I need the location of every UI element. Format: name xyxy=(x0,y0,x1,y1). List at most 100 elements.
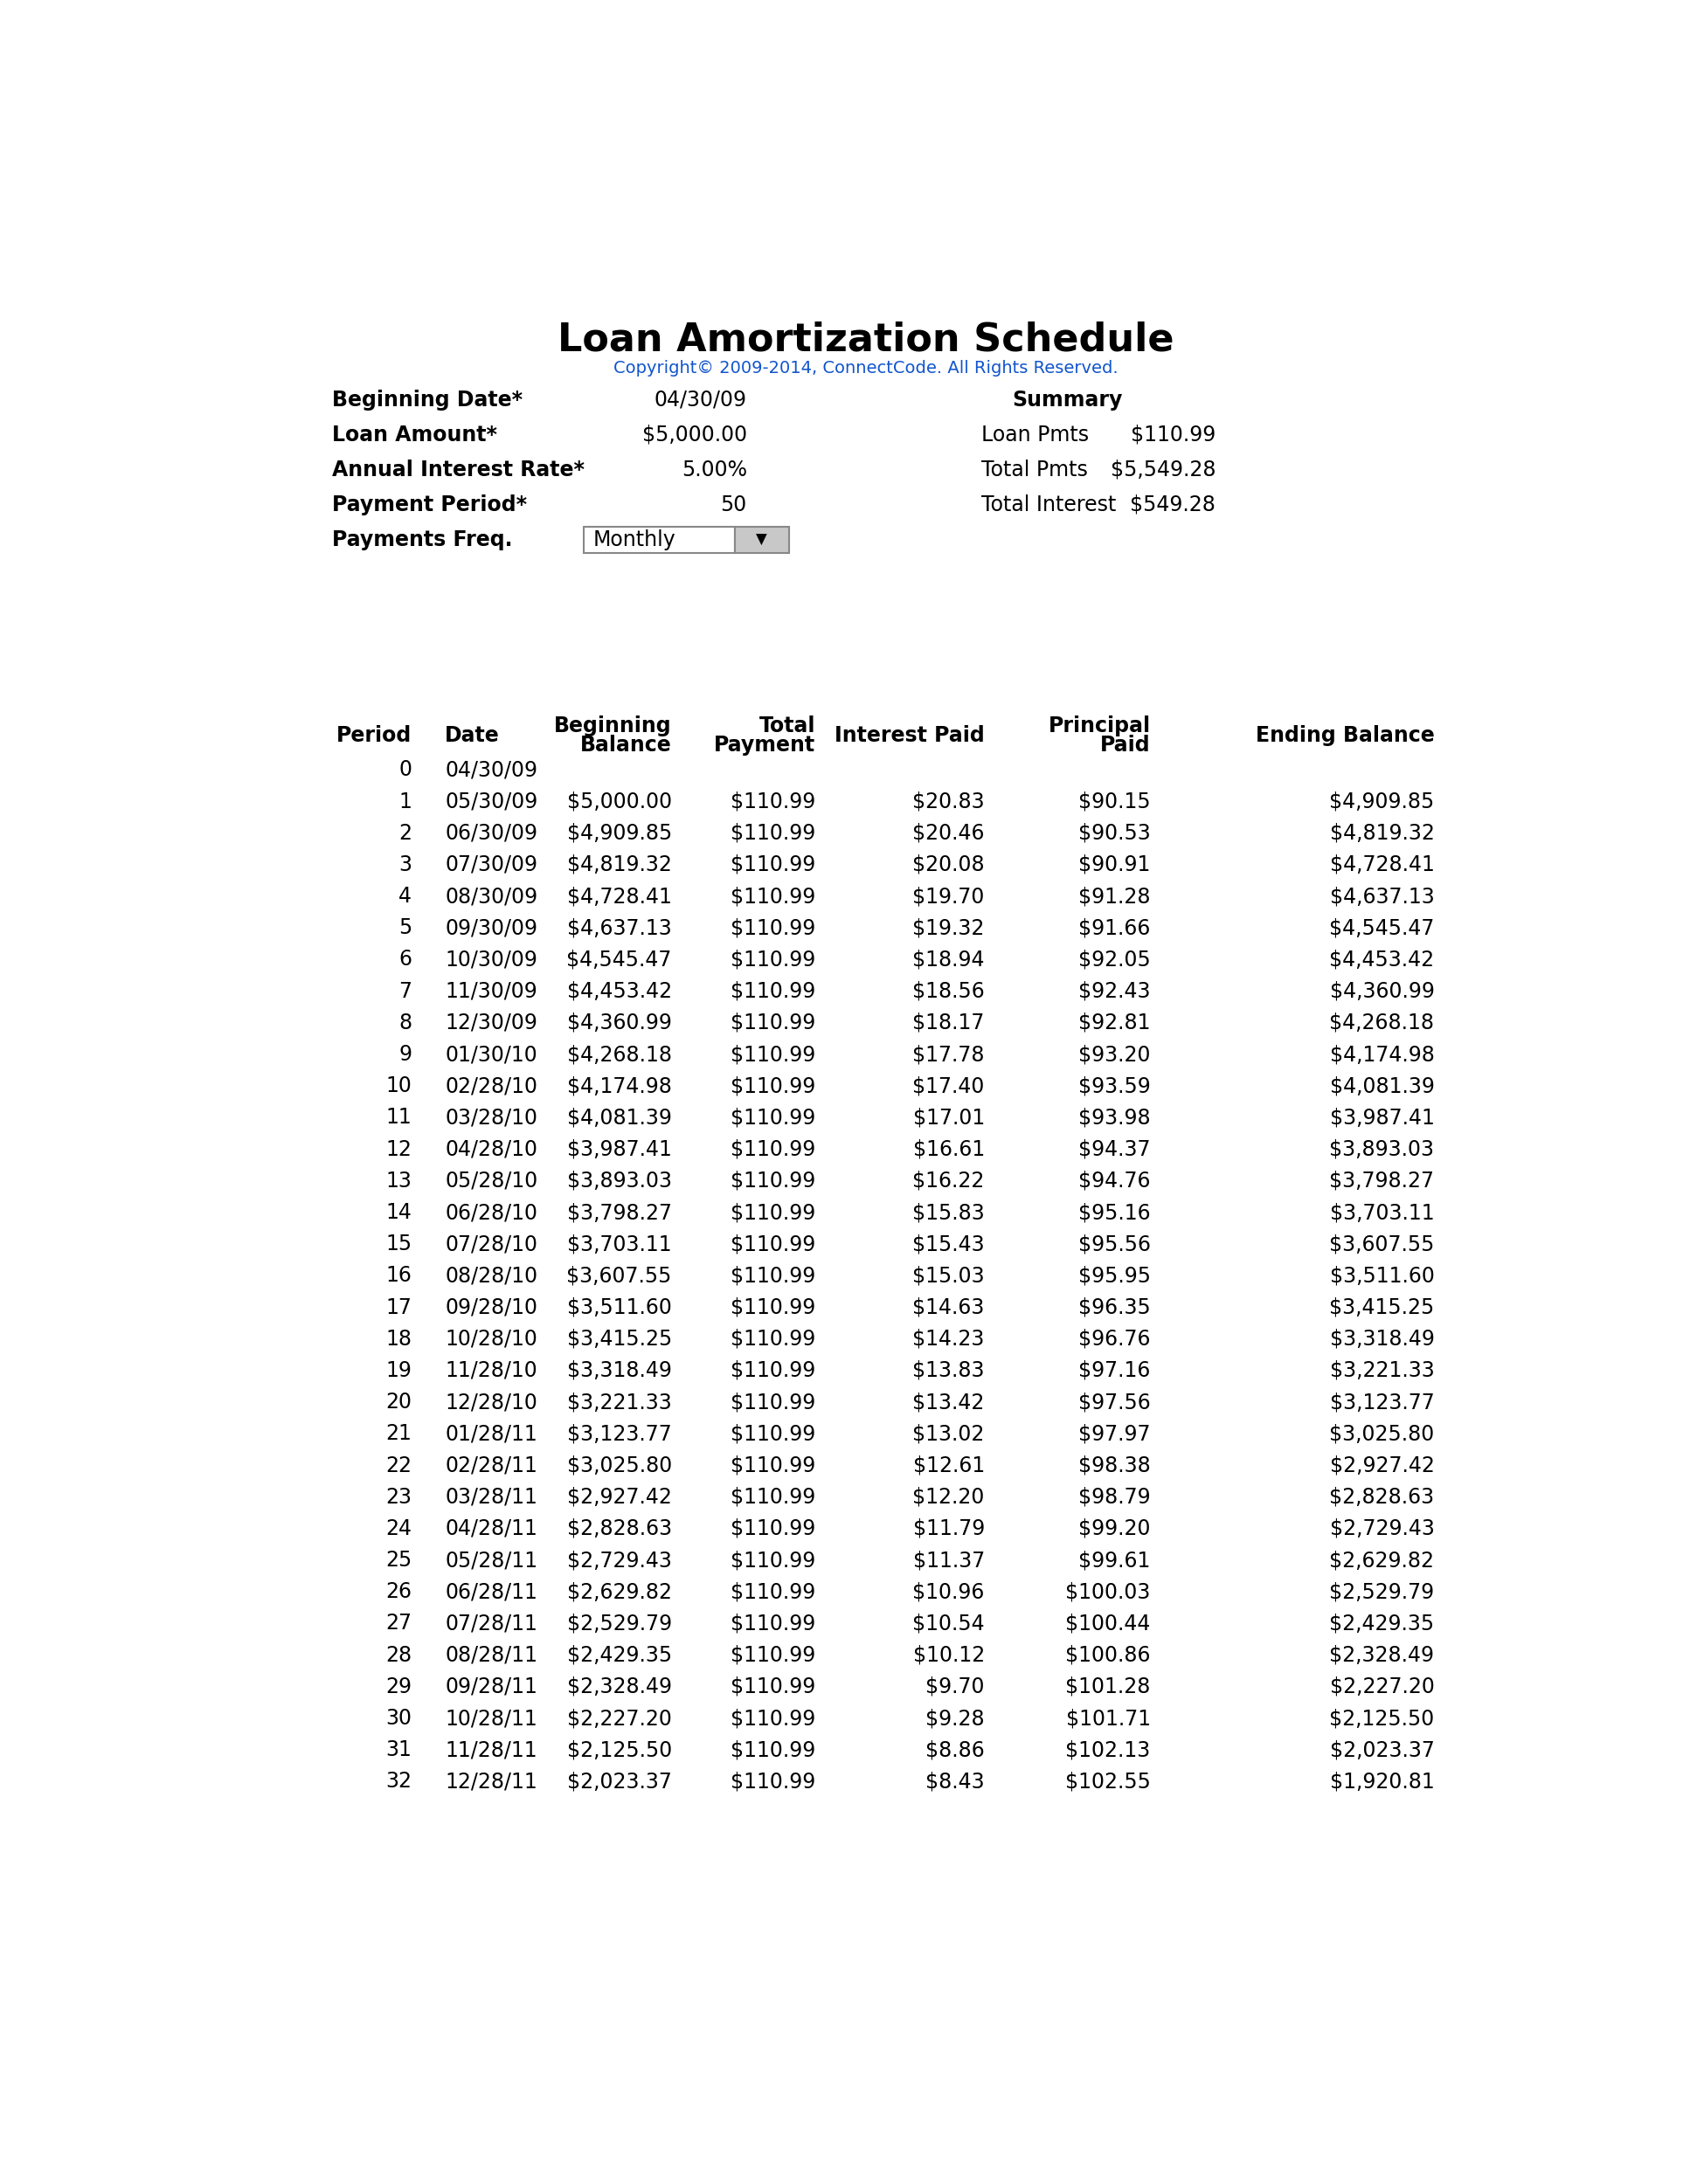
Text: 09/30/09: 09/30/09 xyxy=(444,917,537,939)
Text: 10/28/11: 10/28/11 xyxy=(444,1708,537,1730)
Text: $110.99: $110.99 xyxy=(730,1234,815,1254)
Text: 03/28/10: 03/28/10 xyxy=(444,1107,537,1129)
Text: $110.99: $110.99 xyxy=(730,1551,815,1570)
Text: 11/28/11: 11/28/11 xyxy=(444,1738,537,1760)
Text: Payments Freq.: Payments Freq. xyxy=(331,529,512,550)
Text: $3,415.25: $3,415.25 xyxy=(566,1328,671,1350)
Text: $4,819.32: $4,819.32 xyxy=(1330,823,1435,843)
Text: 04/30/09: 04/30/09 xyxy=(444,760,537,780)
Text: $4,174.98: $4,174.98 xyxy=(1330,1044,1435,1066)
FancyBboxPatch shape xyxy=(735,526,789,553)
Text: Payment: Payment xyxy=(713,734,815,756)
Text: $110.99: $110.99 xyxy=(730,1107,815,1129)
Text: 2: 2 xyxy=(399,823,412,843)
Text: $4,819.32: $4,819.32 xyxy=(568,854,671,876)
Text: ▼: ▼ xyxy=(755,533,767,548)
Text: Paid: Paid xyxy=(1100,734,1151,756)
Text: 06/30/09: 06/30/09 xyxy=(444,823,537,843)
Text: $4,081.39: $4,081.39 xyxy=(568,1107,671,1129)
Text: $4,728.41: $4,728.41 xyxy=(568,887,671,906)
Text: $12.61: $12.61 xyxy=(913,1455,985,1476)
Text: $110.99: $110.99 xyxy=(730,1581,815,1603)
Text: 19: 19 xyxy=(385,1361,412,1380)
Text: Beginning Date*: Beginning Date* xyxy=(331,389,522,411)
Text: $15.83: $15.83 xyxy=(913,1201,985,1223)
Text: $2,429.35: $2,429.35 xyxy=(1330,1614,1435,1634)
Text: Principal: Principal xyxy=(1048,716,1151,736)
Text: $17.01: $17.01 xyxy=(913,1107,985,1129)
Text: $110.99: $110.99 xyxy=(1131,424,1215,446)
Text: 18: 18 xyxy=(385,1328,412,1350)
Text: 29: 29 xyxy=(385,1677,412,1697)
Text: $110.99: $110.99 xyxy=(730,1361,815,1380)
Text: $101.71: $101.71 xyxy=(1066,1708,1151,1730)
Text: $3,703.11: $3,703.11 xyxy=(1330,1201,1435,1223)
Text: $2,927.42: $2,927.42 xyxy=(568,1487,671,1507)
Text: 07/28/10: 07/28/10 xyxy=(444,1234,537,1254)
Text: $3,511.60: $3,511.60 xyxy=(1330,1265,1435,1286)
Text: 07/28/11: 07/28/11 xyxy=(444,1614,537,1634)
Text: Total Interest: Total Interest xyxy=(982,494,1115,515)
Text: 22: 22 xyxy=(385,1455,412,1476)
Text: $98.38: $98.38 xyxy=(1078,1455,1151,1476)
Text: $110.99: $110.99 xyxy=(730,1138,815,1160)
Text: Summary: Summary xyxy=(1012,389,1122,411)
Text: Interest Paid: Interest Paid xyxy=(835,725,985,747)
Text: $102.13: $102.13 xyxy=(1066,1738,1151,1760)
Text: 08/30/09: 08/30/09 xyxy=(444,887,537,906)
Text: 21: 21 xyxy=(385,1424,412,1444)
Text: $14.63: $14.63 xyxy=(913,1297,985,1317)
Text: $110.99: $110.99 xyxy=(730,950,815,970)
Text: $110.99: $110.99 xyxy=(730,1455,815,1476)
Text: $110.99: $110.99 xyxy=(730,1265,815,1286)
Text: 07/30/09: 07/30/09 xyxy=(444,854,537,876)
Text: 8: 8 xyxy=(399,1013,412,1033)
Text: 03/28/11: 03/28/11 xyxy=(444,1487,537,1507)
Text: $110.99: $110.99 xyxy=(730,1201,815,1223)
Text: $5,000.00: $5,000.00 xyxy=(642,424,747,446)
Text: $2,328.49: $2,328.49 xyxy=(1330,1645,1435,1666)
Text: $99.61: $99.61 xyxy=(1078,1551,1151,1570)
Text: 30: 30 xyxy=(385,1708,412,1730)
Text: $4,545.47: $4,545.47 xyxy=(566,950,671,970)
Text: $5,549.28: $5,549.28 xyxy=(1110,459,1215,480)
Text: $9.28: $9.28 xyxy=(926,1708,985,1730)
Text: 06/28/11: 06/28/11 xyxy=(444,1581,537,1603)
Text: $13.42: $13.42 xyxy=(913,1391,985,1413)
Text: $4,268.18: $4,268.18 xyxy=(566,1044,671,1066)
Text: 11/28/10: 11/28/10 xyxy=(444,1361,537,1380)
Text: 50: 50 xyxy=(720,494,747,515)
Text: $3,025.80: $3,025.80 xyxy=(566,1455,671,1476)
Text: 11: 11 xyxy=(385,1107,412,1129)
Text: 9: 9 xyxy=(399,1044,412,1066)
Text: $100.03: $100.03 xyxy=(1065,1581,1151,1603)
Text: $110.99: $110.99 xyxy=(730,791,815,812)
Text: $2,227.20: $2,227.20 xyxy=(1330,1677,1435,1697)
Text: $91.28: $91.28 xyxy=(1078,887,1151,906)
Text: $2,429.35: $2,429.35 xyxy=(566,1645,671,1666)
Text: $16.22: $16.22 xyxy=(913,1171,985,1192)
Text: $3,318.49: $3,318.49 xyxy=(568,1361,671,1380)
Text: $2,125.50: $2,125.50 xyxy=(566,1738,671,1760)
Text: $93.98: $93.98 xyxy=(1078,1107,1151,1129)
Text: 12: 12 xyxy=(385,1138,412,1160)
Text: $3,221.33: $3,221.33 xyxy=(1330,1361,1435,1380)
Text: $2,529.79: $2,529.79 xyxy=(566,1614,671,1634)
Text: Loan Amount*: Loan Amount* xyxy=(331,424,497,446)
Text: $2,729.43: $2,729.43 xyxy=(1330,1518,1435,1540)
Text: $1,920.81: $1,920.81 xyxy=(1330,1771,1435,1793)
Text: $3,703.11: $3,703.11 xyxy=(568,1234,671,1254)
Text: Loan Pmts: Loan Pmts xyxy=(982,424,1088,446)
Text: $99.20: $99.20 xyxy=(1078,1518,1151,1540)
Text: $110.99: $110.99 xyxy=(730,1614,815,1634)
Text: $110.99: $110.99 xyxy=(730,981,815,1002)
Text: $3,607.55: $3,607.55 xyxy=(1328,1234,1435,1254)
Text: $100.86: $100.86 xyxy=(1065,1645,1151,1666)
Text: $2,629.82: $2,629.82 xyxy=(1330,1551,1435,1570)
Text: 04/30/09: 04/30/09 xyxy=(654,389,747,411)
Text: $4,453.42: $4,453.42 xyxy=(1330,950,1435,970)
Text: $96.35: $96.35 xyxy=(1078,1297,1151,1317)
Text: 10/30/09: 10/30/09 xyxy=(444,950,537,970)
Text: $3,025.80: $3,025.80 xyxy=(1330,1424,1435,1444)
Text: $3,893.03: $3,893.03 xyxy=(566,1171,671,1192)
